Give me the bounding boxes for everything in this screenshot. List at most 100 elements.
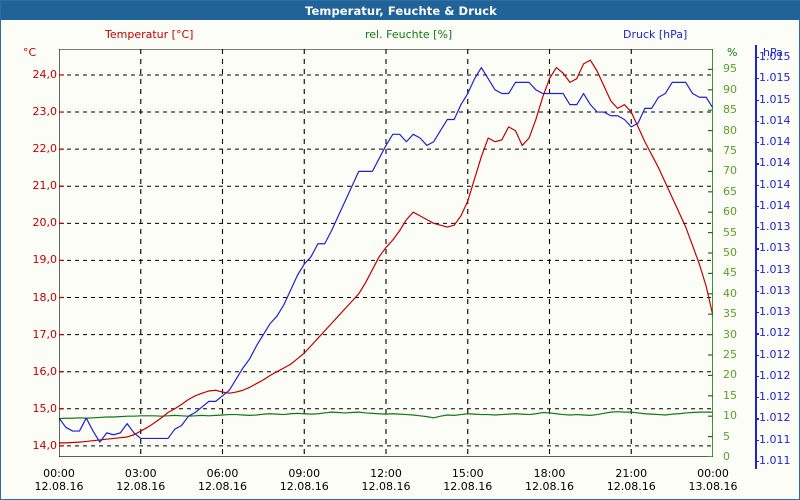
tick-label-pressure: 1.013 [759,305,791,319]
tick-label-pressure: 1.012 [759,411,791,425]
tick-label-humidity: 65 [723,184,737,198]
tick-label-pressure: 1.014 [759,113,791,127]
window-title: Temperatur, Feuchte & Druck [305,3,497,18]
tick-label-humidity: 10 [723,409,737,423]
pressure-axis-line [755,45,757,469]
chart-canvas: Temperatur [°C] rel. Feuchte [%] Druck [… [1,20,799,499]
tick-mark-pressure [755,375,759,378]
x-tick-time: 00:00 [697,467,729,480]
x-tick-label: 15:00 12.08.16 [428,467,508,493]
x-tick-date: 12.08.16 [525,480,574,493]
tick-mark-pressure [755,397,759,399]
x-tick-label: 00:00 13.08.16 [673,467,753,493]
x-tick-time: 03:00 [124,467,157,480]
x-tick-time: 06:00 [206,467,239,480]
tick-label-humidity: 75 [723,144,737,157]
tick-label-humidity: 90 [723,82,737,96]
tick-label-temperature: 15,0 [32,401,58,415]
tick-label-pressure: 1.015 [759,71,791,85]
tick-label-temperature: 18,0 [32,290,58,304]
tick-label-temperature: 19,0 [32,253,58,267]
tick-mark-pressure [755,142,759,144]
series-line-humidity [59,411,713,420]
chart-svg [59,49,713,457]
tick-label-pressure: 1.012 [759,326,791,340]
x-tick-time: 00:00 [43,467,75,480]
tick-mark-pressure [755,269,759,271]
legend-humidity: rel. Feuchte [%] [365,28,453,41]
tick-label-humidity: 40 [723,286,737,300]
legend-pressure: Druck [hPa] [623,28,688,41]
tick-label-pressure: 1.011 [759,432,791,446]
x-tick-label: 09:00 12.08.16 [264,467,344,493]
tick-label-temperature: 20,0 [32,216,58,230]
tick-mark-pressure [755,312,759,314]
tick-mark-pressure [755,461,759,463]
axis-unit-pressure: hPa [763,46,783,59]
tick-mark-pressure [755,418,759,420]
tick-mark-pressure [755,248,759,250]
x-tick-date: 12.08.16 [34,480,84,493]
tick-mark-pressure [755,227,759,229]
axis-unit-humidity: % [727,46,738,59]
x-tick-date: 12.08.16 [361,480,411,493]
tick-mark-pressure [755,439,759,441]
tick-label-temperature: 23,0 [32,105,58,119]
tick-mark-pressure [755,78,759,80]
tick-label-pressure: 1.013 [759,220,791,234]
tick-label-humidity: 55 [723,225,737,239]
tick-label-pressure: 1.013 [759,283,791,297]
tick-label-humidity: 95 [723,62,737,76]
plot-area [59,49,713,457]
x-tick-label: 03:00 12.08.16 [101,467,181,493]
tick-mark-pressure [755,99,759,101]
x-tick-time: 21:00 [615,467,648,480]
tick-label-pressure: 1.014 [759,156,791,170]
x-tick-date: 12.08.16 [279,480,329,493]
tick-label-humidity: 15 [723,388,737,402]
tick-label-pressure: 1.013 [759,262,791,276]
tick-label-pressure: 1.013 [759,241,791,255]
x-tick-date: 12.08.16 [443,480,493,493]
x-tick-time: 18:00 [533,467,566,480]
x-tick-time: 09:00 [288,467,321,480]
tick-mark-pressure [755,184,759,186]
x-tick-date: 12.08.16 [198,480,247,493]
x-tick-date: 12.08.16 [606,480,656,493]
tick-mark-pressure [755,354,759,356]
tick-label-pressure: 1.012 [759,347,791,361]
tick-label-pressure: 1.012 [759,368,791,382]
tick-mark-pressure [755,57,759,59]
tick-label-pressure: 1.012 [759,390,791,404]
tick-label-humidity: 80 [723,123,737,137]
tick-label-humidity: 45 [723,266,737,280]
x-tick-label: 18:00 12.08.16 [510,467,590,493]
tick-label-temperature: 24,0 [32,67,58,81]
x-tick-label: 21:00 12.08.16 [591,467,671,493]
x-tick-label: 06:00 12.08.16 [183,467,263,493]
x-tick-label: 12:00 12.08.16 [346,467,426,493]
tick-label-humidity: 20 [723,368,737,382]
tick-label-humidity: 85 [723,103,737,117]
series-layer [59,59,713,444]
x-tick-time: 12:00 [370,467,402,480]
x-tick-date: 13.08.16 [688,480,738,493]
tick-label-pressure: 1.015 [759,92,791,106]
x-tick-label: 00:00 12.08.16 [19,467,99,493]
tick-label-temperature: 22,0 [32,142,58,156]
tick-label-temperature: 14,0 [32,438,58,452]
tick-label-pressure: 1.014 [759,177,791,191]
window-title-bar: Temperatur, Feuchte & Druck [1,1,800,20]
tick-label-temperature: 17,0 [32,327,58,341]
tick-label-pressure: 1.014 [759,135,791,149]
legend-temperature: Temperatur [°C] [105,28,194,41]
tick-mark-pressure [755,163,759,165]
y-tick-marks [59,68,713,457]
series-line-pressure [59,66,713,443]
tick-label-temperature: 21,0 [32,179,58,193]
tick-label-humidity: 0 [723,450,730,463]
tick-label-humidity: 70 [723,164,737,178]
tick-label-humidity: 5 [723,429,730,443]
tick-mark-pressure [755,205,759,208]
